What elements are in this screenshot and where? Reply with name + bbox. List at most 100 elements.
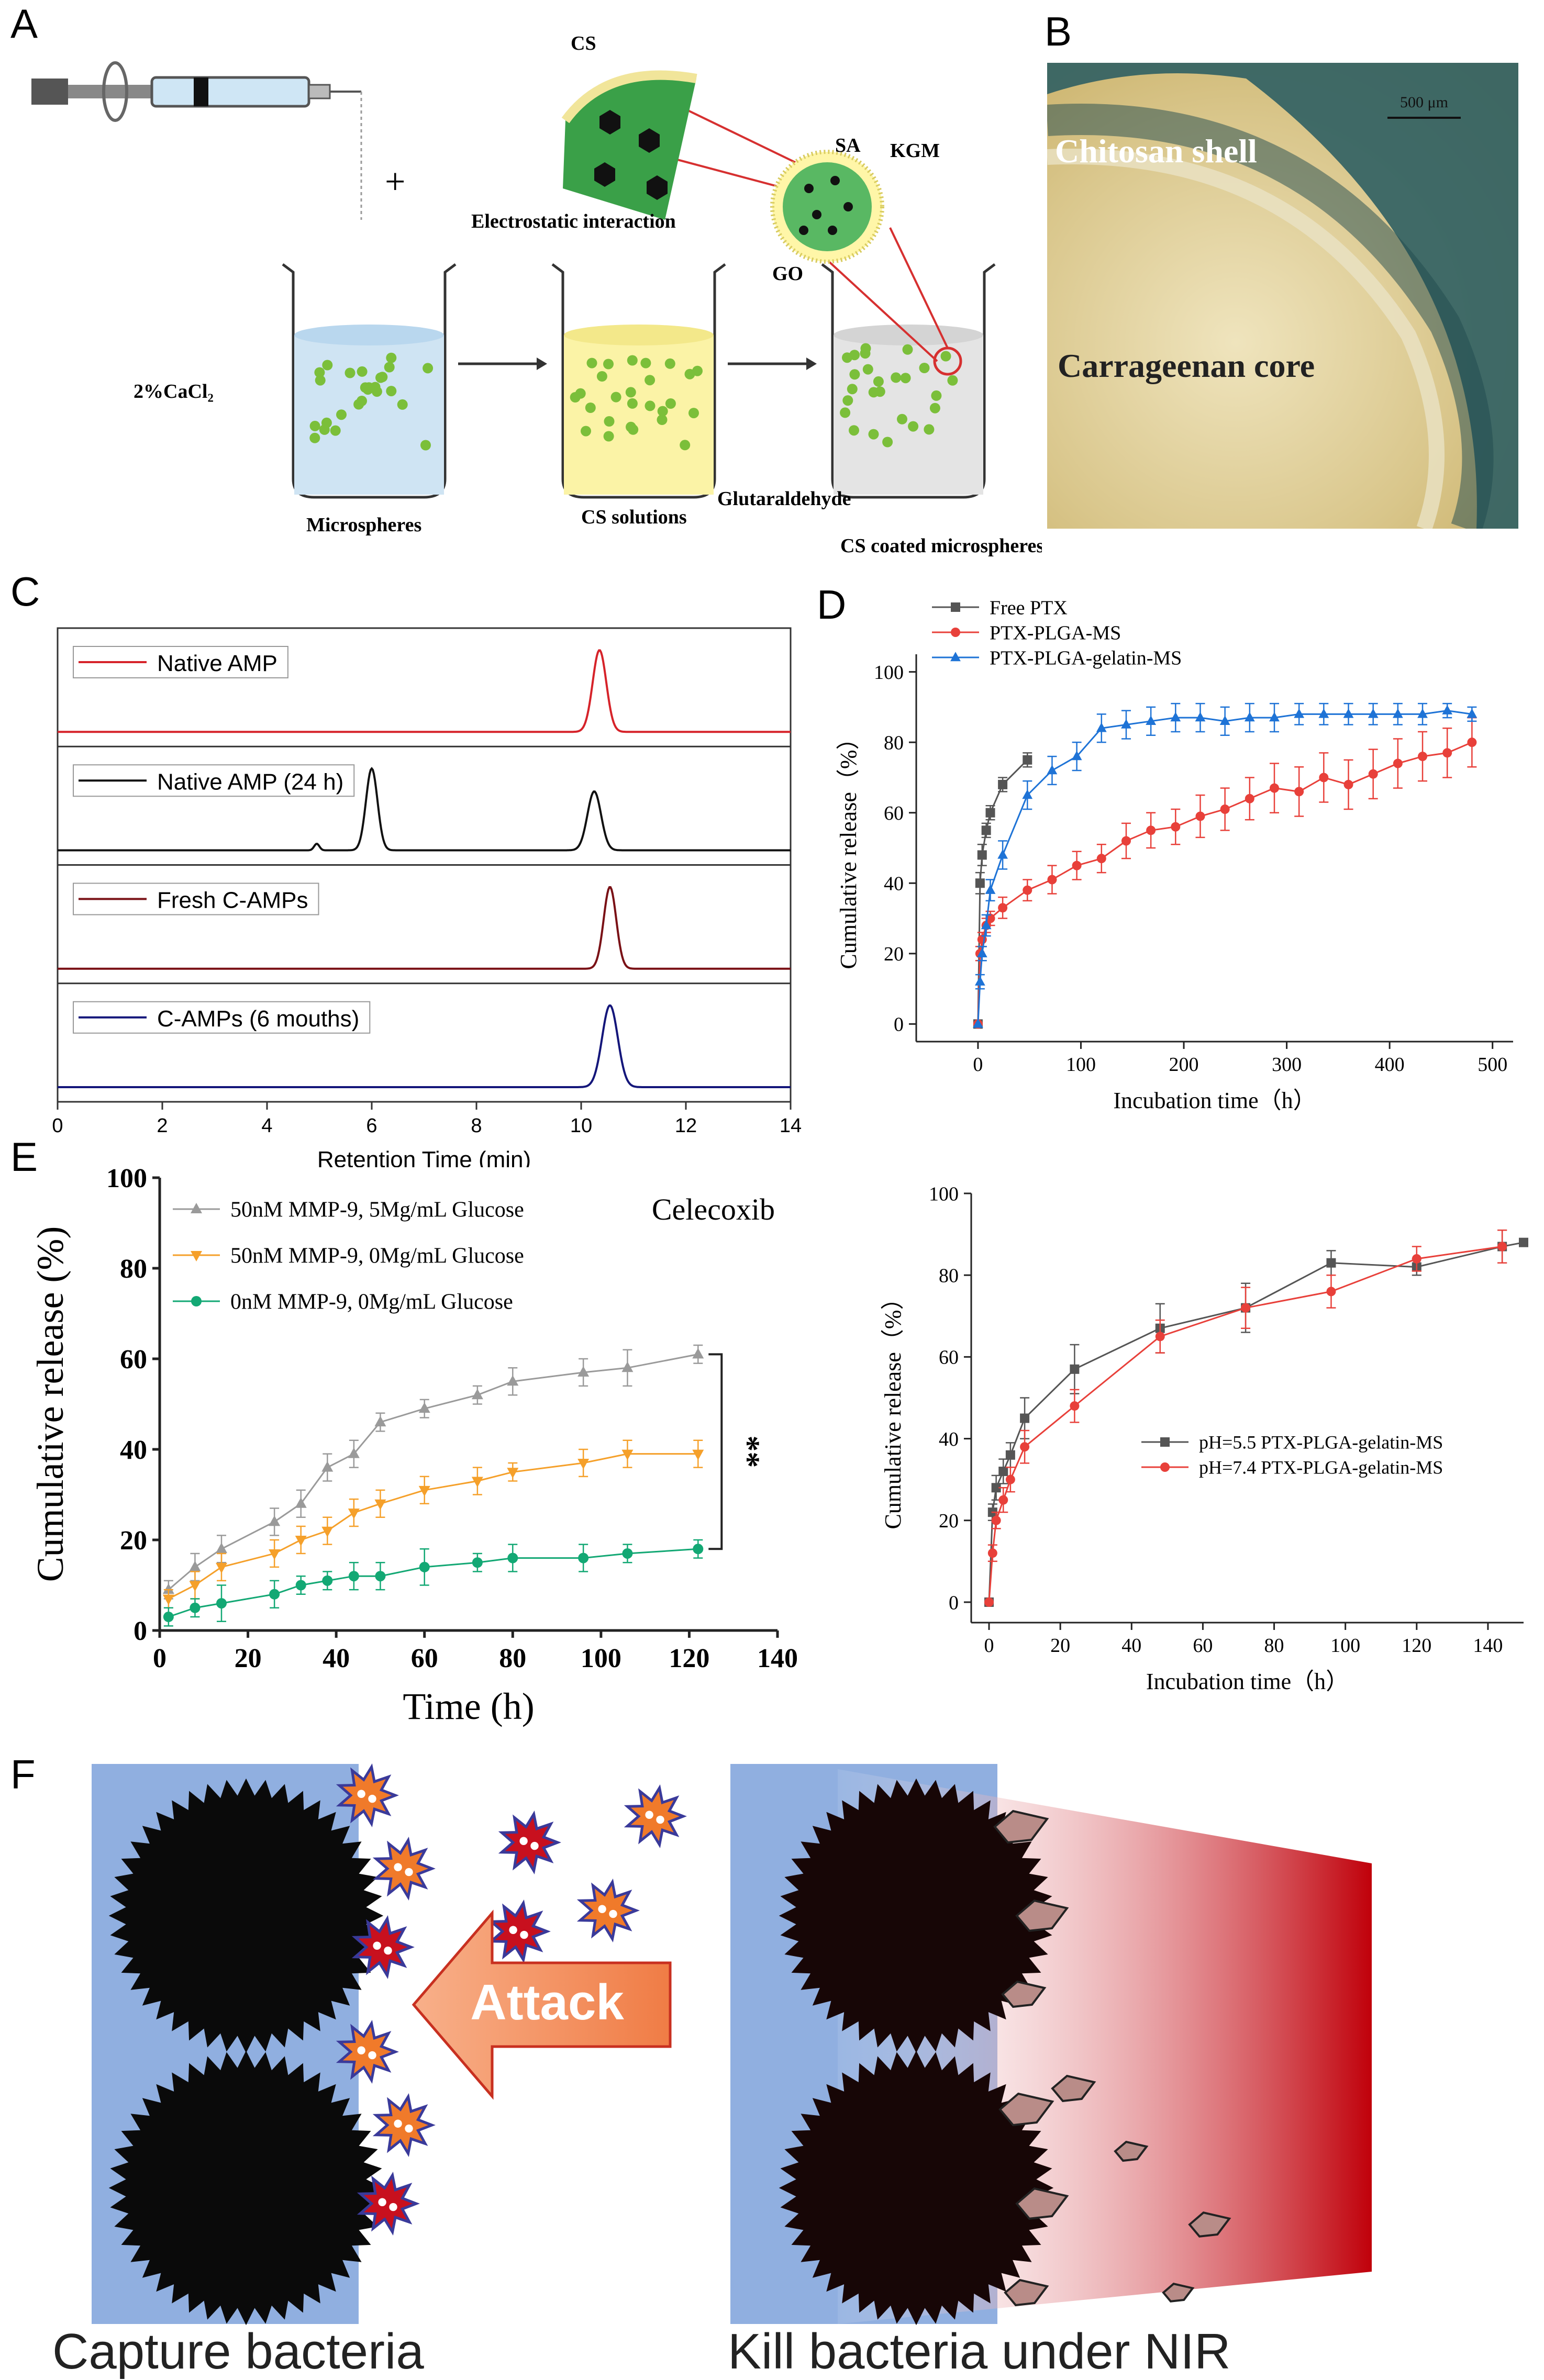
plus-sign: + — [385, 162, 405, 202]
data-point — [1245, 794, 1254, 803]
data-point — [974, 976, 985, 986]
bead-dot — [377, 372, 388, 383]
data-point — [348, 1571, 359, 1582]
data-point — [507, 1375, 519, 1386]
bacteria-fragment — [993, 1809, 1049, 1844]
data-point — [1220, 804, 1230, 814]
bacterium-body — [372, 2093, 436, 2157]
data-point — [693, 1544, 704, 1555]
bacterium-body — [336, 2020, 399, 2084]
data-point — [1195, 811, 1205, 821]
bacterium-icon — [487, 1899, 551, 1963]
bacterium-icon — [357, 2172, 420, 2236]
bead-dot — [628, 424, 639, 435]
bacteria-fragment — [1015, 2187, 1069, 2220]
legend-entry: C-AMPs (6 mouths) — [73, 1001, 371, 1034]
data-point — [322, 1575, 333, 1586]
bead-dot — [840, 407, 851, 418]
bead-dot — [309, 420, 320, 431]
data-point — [348, 1509, 360, 1519]
y-tick-label: 100 — [929, 1183, 959, 1205]
bacterium-dot — [530, 1841, 539, 1850]
y-axis-title: Cumulative release (%) — [29, 1226, 71, 1582]
data-point — [163, 1612, 174, 1623]
data-point — [981, 920, 992, 930]
bacterium-dot — [368, 2051, 376, 2060]
bead-dot — [931, 390, 942, 401]
kill-label: Kill bacteria under NIR — [728, 2323, 1230, 2379]
chart-e-release: 0 20 40 60 80 100 120 140 0 20 40 60 80 100 Time (h) Cu… — [29, 1164, 798, 1727]
bead-dot — [849, 350, 860, 361]
data-point — [1071, 751, 1082, 761]
bead-dot — [397, 399, 408, 410]
data-point — [1343, 779, 1353, 789]
bead-dot — [384, 362, 395, 373]
x-tick-label: 14 — [780, 1115, 802, 1137]
data-point — [1070, 1401, 1080, 1411]
bead-dot — [882, 437, 893, 448]
bead-dot — [688, 408, 699, 419]
bead-dot — [860, 348, 871, 359]
bead-dot — [940, 351, 951, 362]
x-axis-title: Retention Time (min) — [317, 1147, 531, 1167]
label-go: GO — [772, 263, 803, 285]
chart-d2-ph-release: 0 20 40 60 80 100 120 140 0 20 40 60 80 100 Incubation… — [880, 1183, 1528, 1694]
panel-label-e: E — [10, 1134, 38, 1180]
x-tick-label: 6 — [366, 1115, 377, 1137]
bead-dot — [345, 367, 356, 378]
legend-label: pH=7.4 PTX-PLGA-gelatin-MS — [1199, 1457, 1443, 1478]
data-point — [191, 1251, 202, 1261]
data-point — [991, 1515, 1001, 1525]
data-point — [1023, 755, 1032, 765]
bacteria-fragment — [1114, 2140, 1149, 2162]
legend-label: 50nM MMP-9, 5Mg/mL Glucose — [230, 1198, 524, 1222]
bacterium-dot — [389, 2203, 397, 2211]
bacteria-fragment — [1162, 2283, 1195, 2303]
data-point — [1442, 748, 1452, 758]
data-point — [998, 779, 1008, 789]
series-line — [58, 767, 791, 852]
x-tick-label: 80 — [1264, 1635, 1284, 1657]
data-point — [1368, 708, 1379, 718]
bead-dot — [868, 429, 879, 440]
bead-dot — [627, 355, 638, 366]
legend-box — [73, 1001, 371, 1034]
microsphere-zoom — [770, 150, 884, 264]
bead-dot — [664, 358, 675, 369]
panel-label-f: F — [10, 1751, 36, 1797]
data-point — [1005, 1474, 1015, 1484]
data-point — [998, 1495, 1008, 1505]
data-point — [1270, 783, 1279, 793]
series-group — [984, 1230, 1507, 1607]
data-point — [295, 1580, 306, 1591]
bacterium-dot — [405, 2124, 413, 2133]
y-tick-label: 60 — [939, 1347, 959, 1369]
bacterium-dot — [609, 1909, 617, 1918]
bead-dot — [309, 432, 320, 443]
bacterium-dot — [384, 1946, 392, 1955]
data-point — [269, 1589, 280, 1600]
label-carrageenan-core: Carrageenan core — [1058, 347, 1315, 384]
series-group — [973, 702, 1478, 1028]
x-tick-label: 40 — [1121, 1635, 1141, 1657]
micrograph-b: 500 μm Chitosan shell Carrageenan core — [1047, 63, 1518, 529]
bead-dot — [570, 392, 581, 403]
data-point — [507, 1468, 519, 1479]
data-point — [190, 1602, 201, 1613]
data-point — [1171, 822, 1181, 832]
data-point — [1467, 708, 1478, 718]
bacterium-dot — [378, 2198, 386, 2206]
bacterium-dot — [394, 2119, 402, 2128]
bacteria-fragment — [1001, 1980, 1047, 2008]
data-point — [692, 1449, 704, 1460]
bacterium-icon — [372, 2093, 436, 2157]
bead-dot — [586, 357, 597, 368]
data-point — [471, 1477, 483, 1488]
x-tick-label: 400 — [1375, 1054, 1405, 1076]
data-point — [1146, 716, 1157, 725]
bead-dot — [640, 357, 651, 368]
data-point — [295, 1497, 307, 1508]
data-point — [1497, 1242, 1507, 1252]
label-glutaraldehyde: Glutaraldehyde — [717, 488, 851, 510]
data-point — [375, 1571, 386, 1582]
